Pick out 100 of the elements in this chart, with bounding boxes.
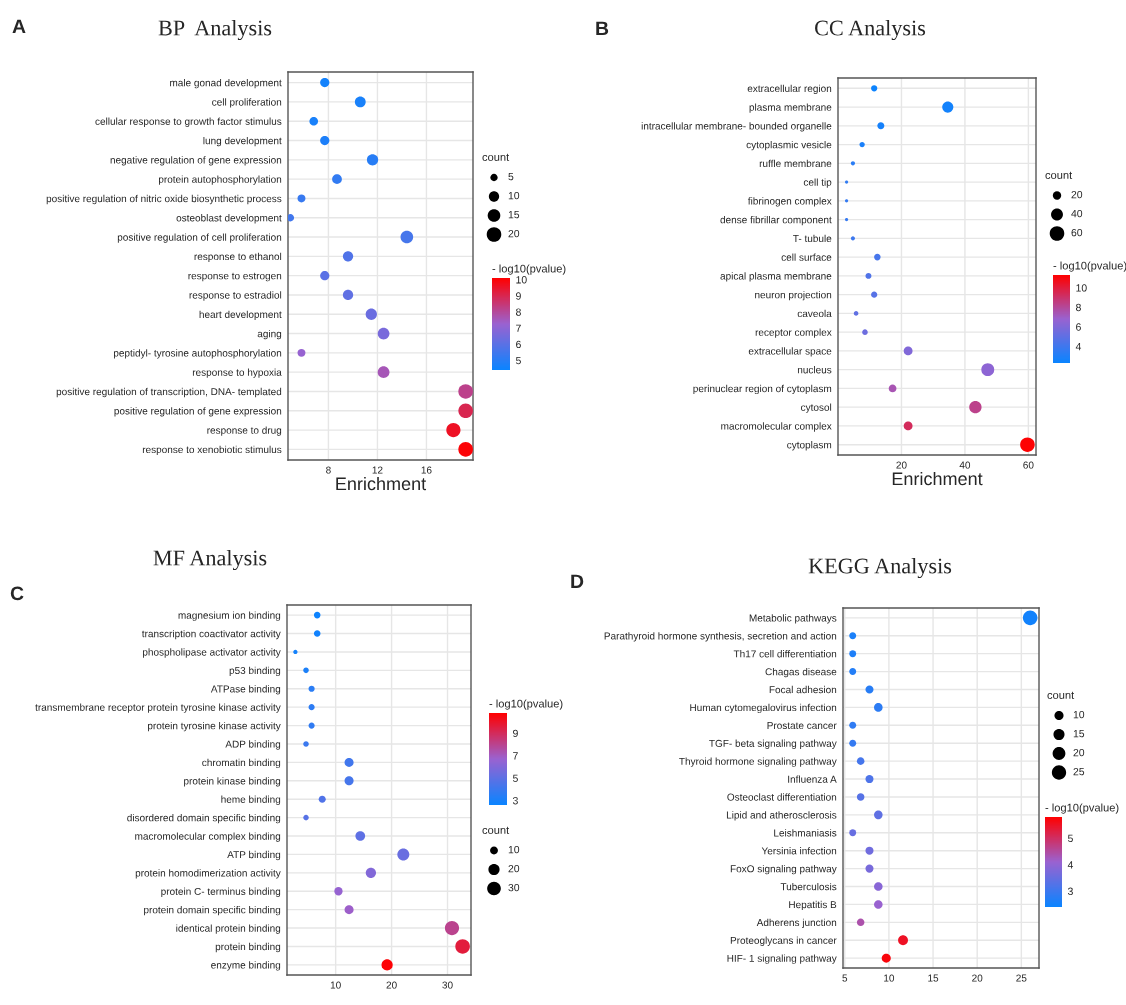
color-bar-label: 5 — [1067, 834, 1073, 843]
y-tick-label: protein kinase binding — [184, 777, 281, 787]
color-bar-label: 8 — [516, 308, 521, 316]
y-tick-label: chromatin binding — [202, 758, 281, 769]
chart-title: CC Analysis — [815, 19, 926, 41]
y-tick-label: protein binding — [215, 942, 281, 953]
color-bar-label: 7 — [516, 324, 521, 332]
y-tick-label: Prostate cancer — [767, 722, 837, 730]
legend-label: 10 — [1073, 710, 1085, 719]
color-bar-label: 9 — [516, 292, 521, 300]
color-bar-label: 3 — [1067, 887, 1073, 895]
legend-title: count — [1045, 171, 1073, 179]
y-tick-label: cytoplasmic vesicle — [746, 140, 832, 151]
x-tick-label: 25 — [1016, 974, 1027, 982]
legend-title: count — [482, 153, 510, 161]
color-bar-label: 9 — [513, 729, 518, 738]
y-tick-label: protein domain specific binding — [144, 906, 281, 916]
y-tick-label: negative regulation of gene expression — [110, 156, 282, 166]
text: B — [596, 21, 609, 36]
y-tick-label: magnesium ion binding — [178, 611, 281, 621]
x-tick-label: 20 — [896, 461, 907, 469]
x-tick-label: 10 — [330, 981, 341, 989]
color-bar-label: 5 — [512, 774, 518, 782]
legend-label: 15 — [508, 211, 520, 219]
y-tick-label: positive regulation of transcription, DNA- templated — [56, 387, 282, 398]
y-tick-label: osteoblast development — [176, 214, 282, 224]
legend-label: 40 — [1071, 209, 1083, 218]
color-bar-title: - log10(pvalue) — [492, 264, 566, 275]
color-bar-label: 6 — [1076, 323, 1081, 331]
color-bar-title: - log10(pvalue) — [1053, 261, 1126, 272]
chart-title: KEGG Analysis — [808, 557, 952, 579]
y-tick-label: cytoplasm — [787, 441, 832, 451]
y-tick-label: FoxO signaling pathway — [730, 864, 837, 875]
y-tick-label: dense fibrillar component — [720, 215, 832, 226]
x-axis-title: Enrichment — [336, 476, 427, 491]
text: D — [571, 574, 584, 589]
x-tick-label: 10 — [884, 974, 895, 982]
y-tick-label: p53 binding — [229, 666, 281, 677]
y-tick-label: cellular response to growth factor stimulus — [95, 117, 282, 127]
y-tick-label: ATPase binding — [210, 685, 281, 695]
y-tick-label: positive regulation of cell proliferation — [117, 233, 282, 243]
color-bar-label: 10 — [516, 276, 527, 284]
y-tick-label: Metabolic pathways — [749, 614, 837, 624]
y-tick-label: nucleus — [797, 366, 832, 374]
color-bar-label: 5 — [515, 356, 521, 365]
y-tick-label: response to drug — [207, 426, 282, 436]
x-tick-label: 12 — [372, 466, 383, 474]
y-tick-label: protein C- terminus binding — [161, 887, 281, 897]
color-bar-label: 7 — [513, 752, 518, 760]
color-bar-label: 3 — [512, 797, 518, 805]
text: A — [12, 19, 26, 34]
chart-title: BP Analysis — [158, 19, 272, 41]
y-tick-label: Proteoglycans in cancer — [730, 936, 837, 946]
color-bar-label: 4 — [1075, 342, 1082, 351]
y-tick-label: male gonad development — [170, 78, 282, 89]
y-tick-label: positive regulation of gene expression — [114, 407, 282, 417]
y-tick-label: response to estrogen — [188, 272, 282, 282]
y-tick-label: positive regulation of nitric oxide biosynthetic process — [46, 194, 282, 205]
y-tick-label: response to hypoxia — [192, 368, 282, 378]
y-tick-label: caveola — [797, 309, 832, 318]
y-tick-label: protein autophosphorylation — [158, 175, 282, 185]
y-tick-label: macromolecular complex binding — [135, 832, 281, 842]
y-tick-label: peptidyl- tyrosine autophosphorylation — [113, 349, 282, 359]
legend-label: 30 — [508, 883, 520, 892]
y-tick-label: ruffle membrane — [759, 159, 832, 168]
y-tick-label: Thyroid hormone signaling pathway — [679, 757, 837, 767]
y-tick-label: fibrinogen complex — [747, 197, 832, 207]
y-tick-label: disordered domain specific binding — [127, 813, 281, 824]
y-tick-label: heart development — [199, 310, 282, 320]
y-tick-label: Tuberculosis — [780, 882, 837, 891]
y-tick-label: extracellular region — [747, 84, 832, 95]
y-tick-label: aging — [257, 329, 282, 340]
color-bar-label: 4 — [1067, 861, 1074, 869]
y-tick-label: cell tip — [803, 178, 832, 188]
y-tick-label: perinuclear region of cytoplasm — [693, 384, 832, 395]
x-axis-title: Enrichment — [892, 471, 983, 486]
legend-label: 20 — [508, 229, 520, 238]
x-tick-label: 5 — [842, 974, 848, 982]
y-tick-label: lung development — [203, 136, 282, 147]
y-tick-label: Yersinia infection — [761, 847, 837, 855]
legend-label: 10 — [508, 191, 520, 200]
y-tick-label: cell proliferation — [212, 98, 282, 108]
legend-label: 10 — [508, 845, 520, 854]
legend-label: 60 — [1071, 228, 1083, 237]
legend-title: count — [482, 826, 510, 834]
text: C — [10, 586, 24, 601]
y-tick-label: phospholipase activator activity — [143, 648, 281, 658]
color-bar-title: - log10(pvalue) — [489, 699, 563, 710]
y-tick-label: receptor complex — [755, 328, 832, 338]
y-tick-label: Leishmaniasis — [774, 829, 837, 837]
legend-title: count — [1047, 691, 1075, 699]
y-tick-label: Hepatitis B — [789, 900, 837, 911]
y-tick-label: plasma membrane — [749, 103, 832, 113]
y-tick-label: response to ethanol — [194, 252, 282, 263]
y-tick-label: Human cytomegalovirus infection — [690, 703, 837, 714]
y-tick-label: Parathyroid hormone synthesis, secretion and action — [604, 632, 837, 642]
legend-label: 20 — [1073, 748, 1085, 757]
y-tick-label: ATP binding — [227, 850, 281, 861]
y-tick-label: TGF- beta signaling pathway — [709, 739, 837, 749]
y-tick-label: Th17 cell differentiation — [733, 650, 837, 658]
